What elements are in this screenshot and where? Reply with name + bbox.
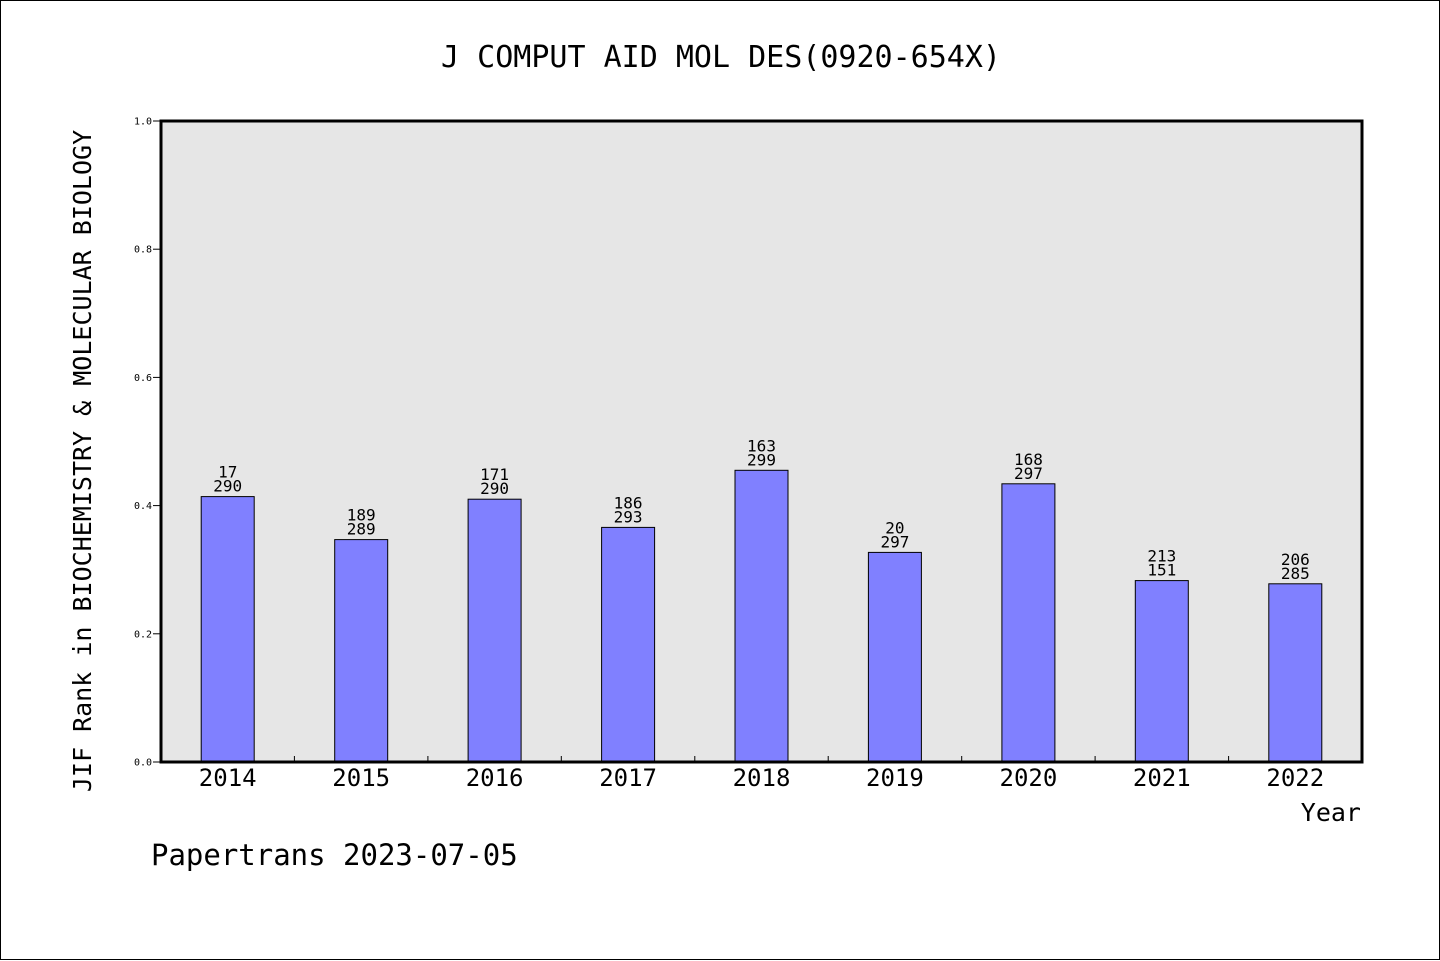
bar-label-rank-2017: 186 <box>614 493 643 512</box>
bar-label-total-2014: 290 <box>213 477 242 496</box>
bar-2021 <box>1134 580 1189 763</box>
x-axis: 2014 2015 2016 2017 2018 2019 2020 2021 2022 <box>199 756 1324 792</box>
bar-2018 <box>734 469 789 763</box>
bar-label-total-2018: 299 <box>747 450 776 469</box>
plot-border <box>159 119 1364 764</box>
bars-group <box>200 469 1323 763</box>
x-tick-label-2019: 2019 <box>866 764 924 792</box>
y-tick-label: 0.0 <box>134 758 152 769</box>
bar-2017 <box>601 526 656 763</box>
y-tick-label: 0.8 <box>134 245 152 256</box>
bar-label-total-2022: 285 <box>1281 564 1310 583</box>
x-axis-label: Year <box>1301 798 1361 827</box>
bar-label-total-2015: 289 <box>347 520 376 539</box>
bar-label-rank-2016: 171 <box>480 465 509 484</box>
bar-label-rank-2021: 213 <box>1147 547 1176 566</box>
y-tick-label: 0.2 <box>134 629 152 640</box>
bar-2016 <box>467 498 522 763</box>
y-axis-label: JIF Rank in BIOCHEMISTRY & MOLECULAR BIO… <box>68 130 97 792</box>
bar-label-total-2021: 151 <box>1147 561 1176 580</box>
bar-label-rank-2014: 17 <box>218 463 237 482</box>
x-tick-label-2018: 2018 <box>733 764 791 792</box>
y-axis: 0.0 0.2 0.4 0.6 0.8 1.0 <box>134 117 161 769</box>
bar-label-rank-2022: 206 <box>1281 550 1310 569</box>
bar-2014 <box>200 496 255 763</box>
bar-label-total-2019: 297 <box>880 532 909 551</box>
bar-label-rank-2018: 163 <box>747 436 776 455</box>
chart-title: J COMPUT AID MOL DES(0920-654X) <box>441 40 1001 75</box>
bar-label-rank-2020: 168 <box>1014 450 1043 469</box>
x-tick-label-2015: 2015 <box>332 764 390 792</box>
bar-label-rank-2015: 189 <box>347 506 376 525</box>
bar-label-rank-2019: 20 <box>885 518 904 537</box>
bar-2022 <box>1268 583 1323 763</box>
bar-2015 <box>334 539 389 763</box>
bar-2019 <box>867 551 922 763</box>
x-tick-label-2016: 2016 <box>466 764 524 792</box>
bar-label-total-2017: 293 <box>614 507 643 526</box>
bar-labels-group: 1729018928917129018629316329920297168297… <box>213 436 1310 583</box>
footer-credit: Papertrans 2023-07-05 <box>151 838 518 872</box>
x-tick-label-2014: 2014 <box>199 764 257 792</box>
bar-label-total-2016: 290 <box>480 479 509 498</box>
y-tick-label: 0.4 <box>134 501 152 512</box>
x-tick-label-2017: 2017 <box>599 764 657 792</box>
x-tick-label-2022: 2022 <box>1266 764 1324 792</box>
x-tick-label-2021: 2021 <box>1133 764 1191 792</box>
y-tick-label: 1.0 <box>134 117 152 128</box>
y-tick-label: 0.6 <box>134 373 152 384</box>
x-tick-label-2020: 2020 <box>1000 764 1058 792</box>
bar-label-total-2020: 297 <box>1014 464 1043 483</box>
bar-2020 <box>1001 483 1056 763</box>
